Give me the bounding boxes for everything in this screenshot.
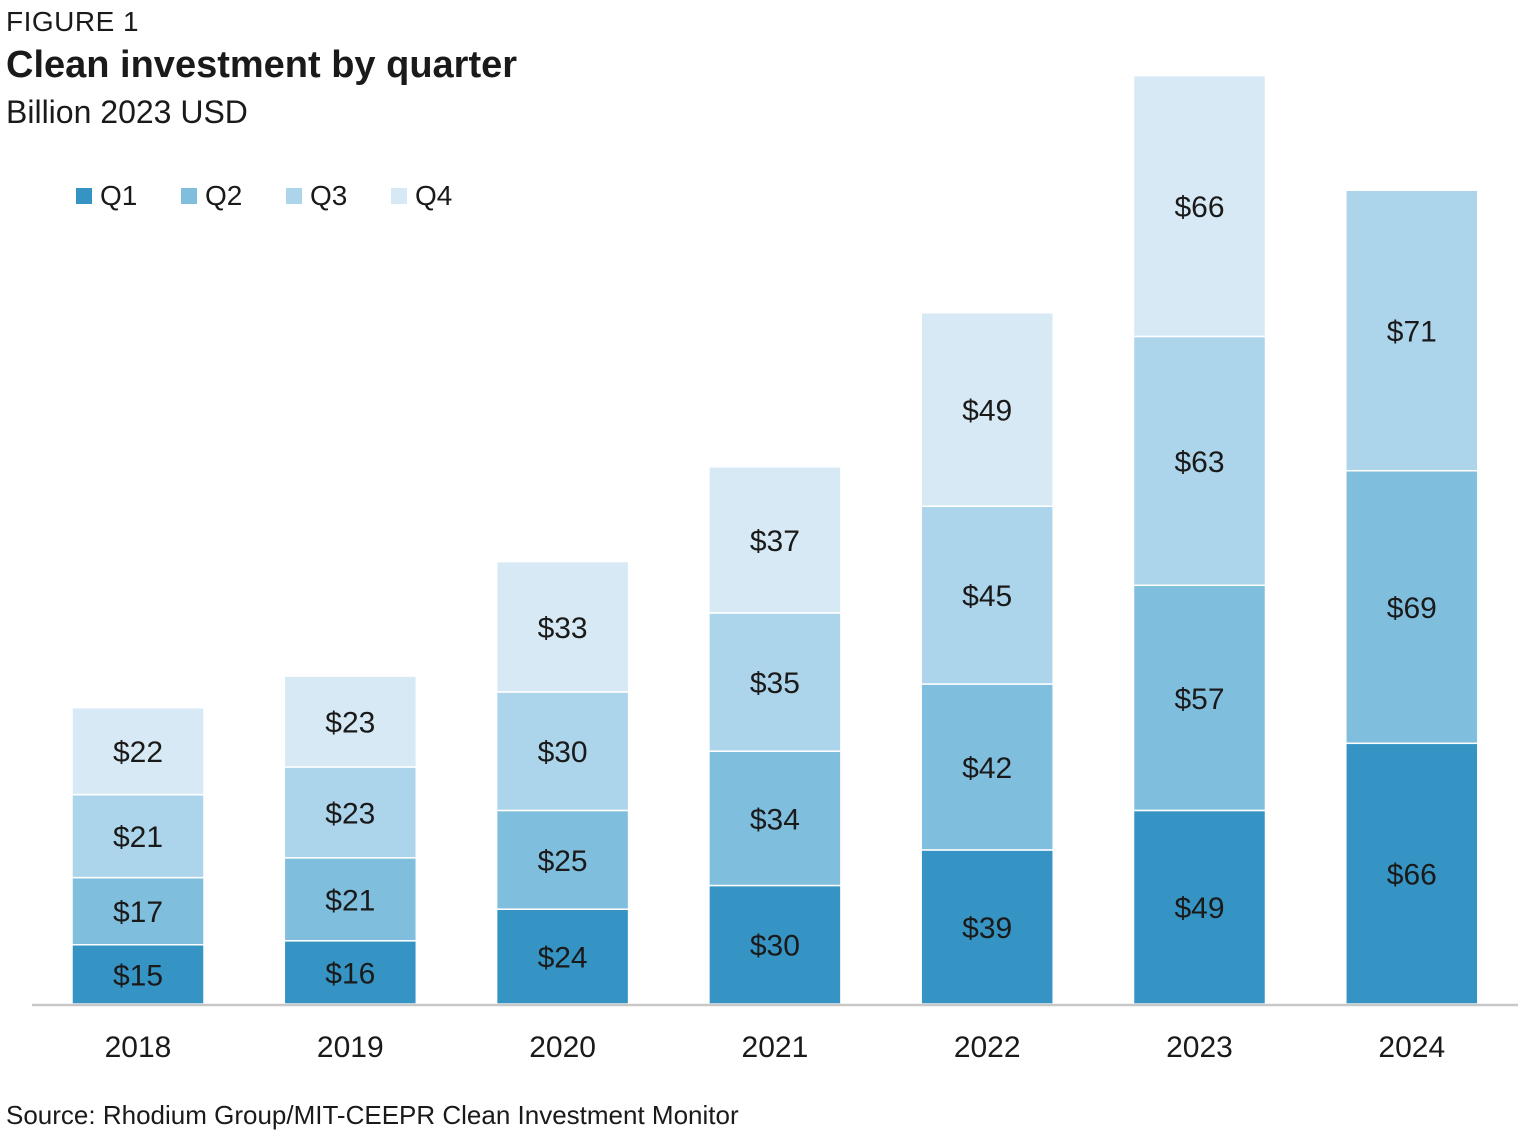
data-label-2018-q1: $15 <box>113 959 163 992</box>
bar-2023-q3 <box>1132 335 1267 587</box>
bar-2022-q3 <box>920 505 1054 685</box>
legend-swatch-q4 <box>391 188 407 204</box>
bar-2021-q4 <box>708 466 842 614</box>
data-label-2022-q2: $42 <box>962 752 1012 785</box>
data-label-2024-q3: $71 <box>1387 315 1437 348</box>
data-label-2019-q2: $21 <box>325 884 375 917</box>
data-label-2023-q4: $66 <box>1174 191 1224 224</box>
data-label-2020-q3: $30 <box>538 736 588 769</box>
data-label-2023-q2: $57 <box>1174 683 1224 716</box>
legend-swatch-q2 <box>181 188 197 204</box>
bar-2024-q3 <box>1345 189 1479 472</box>
bar-2020-q2 <box>495 809 630 910</box>
data-label-2024-q2: $69 <box>1387 592 1437 625</box>
legend-label-q3: Q3 <box>310 180 347 211</box>
data-label-2024-q1: $66 <box>1387 859 1437 892</box>
x-tick-2020: 2020 <box>529 1031 596 1064</box>
bar-2020-q1 <box>495 908 630 1005</box>
bar-2019-q4 <box>283 675 418 768</box>
bar-2018-q2 <box>71 876 205 946</box>
data-label-2021-q4: $37 <box>750 525 800 558</box>
data-label-2019-q1: $16 <box>325 957 375 990</box>
x-tick-2024: 2024 <box>1378 1031 1445 1064</box>
data-label-2021-q3: $35 <box>750 667 800 700</box>
data-label-2020-q4: $33 <box>538 612 588 645</box>
x-tick-2018: 2018 <box>105 1031 172 1064</box>
data-label-2022-q3: $45 <box>962 580 1012 613</box>
bar-2023-q4 <box>1132 74 1267 338</box>
data-label-2018-q3: $21 <box>113 821 163 854</box>
data-label-2018-q2: $17 <box>113 896 163 929</box>
x-tick-2023: 2023 <box>1166 1031 1233 1064</box>
bar-2018-q3 <box>71 793 205 879</box>
data-label-2020-q2: $25 <box>538 845 588 878</box>
figure-label: FIGURE 1 <box>6 6 140 37</box>
data-label-2021-q2: $34 <box>750 803 800 836</box>
legend-swatch-q3 <box>286 188 302 204</box>
x-tick-2022: 2022 <box>954 1031 1021 1064</box>
bar-2018-q4 <box>71 706 205 796</box>
bar-2022-q1 <box>920 849 1054 1005</box>
chart-subtitle: Billion 2023 USD <box>6 94 248 130</box>
data-label-2020-q1: $24 <box>538 942 588 975</box>
chart-title: Clean investment by quarter <box>6 44 518 86</box>
data-label-2022-q4: $49 <box>962 394 1012 427</box>
bar-2022-q4 <box>920 311 1054 508</box>
x-tick-2021: 2021 <box>742 1031 809 1064</box>
source-note: Source: Rhodium Group/MIT-CEEPR Clean In… <box>6 1100 739 1130</box>
bar-2023-q2 <box>1132 584 1267 812</box>
data-label-2022-q1: $39 <box>962 912 1012 945</box>
bar-2019-q2 <box>283 857 418 942</box>
data-label-2023-q1: $49 <box>1174 892 1224 925</box>
legend-swatch-q1 <box>76 188 92 204</box>
data-label-2019-q3: $23 <box>325 797 375 830</box>
bar-2021-q2 <box>708 750 842 887</box>
data-label-2019-q4: $23 <box>325 707 375 740</box>
bar-2024-q2 <box>1345 469 1479 745</box>
data-label-2018-q4: $22 <box>113 736 163 769</box>
data-label-2021-q1: $30 <box>750 930 800 963</box>
bar-2023-q1 <box>1132 809 1267 1005</box>
data-label-2023-q3: $63 <box>1174 446 1224 479</box>
x-tick-2019: 2019 <box>317 1031 384 1064</box>
bar-2021-q1 <box>708 884 842 1005</box>
bar-2024-q1 <box>1345 742 1479 1005</box>
bar-2020-q4 <box>495 560 630 693</box>
legend-label-q2: Q2 <box>205 180 242 211</box>
bar-2021-q3 <box>708 612 842 752</box>
bar-2018-q1 <box>71 943 205 1005</box>
legend-label-q4: Q4 <box>415 180 452 211</box>
bar-2022-q2 <box>920 683 1054 851</box>
legend-label-q1: Q1 <box>100 180 137 211</box>
